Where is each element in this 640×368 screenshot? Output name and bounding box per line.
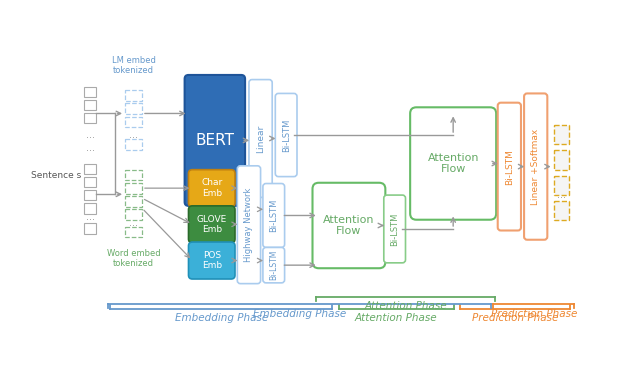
Text: Attention Phase: Attention Phase (364, 301, 447, 311)
Text: ...: ... (557, 190, 566, 200)
Text: ...: ... (86, 130, 95, 140)
Text: Attention
Flow: Attention Flow (323, 215, 374, 236)
Text: Bi-LSTM: Bi-LSTM (282, 118, 291, 152)
Bar (125, 183, 142, 194)
FancyBboxPatch shape (275, 93, 297, 177)
Text: Bi-LSTM: Bi-LSTM (390, 212, 399, 246)
Text: BERT: BERT (195, 133, 234, 148)
FancyBboxPatch shape (189, 242, 235, 279)
Bar (125, 91, 142, 101)
FancyBboxPatch shape (263, 184, 285, 247)
FancyBboxPatch shape (384, 195, 406, 263)
Bar (554, 125, 569, 144)
Text: Embedding Phase: Embedding Phase (175, 312, 268, 323)
Bar (84, 190, 96, 201)
Text: Word embed
tokenized: Word embed tokenized (107, 248, 160, 268)
FancyBboxPatch shape (189, 170, 235, 206)
Text: Bi-LSTM: Bi-LSTM (269, 250, 278, 280)
Bar (84, 113, 96, 124)
Text: Attention Phase: Attention Phase (355, 312, 438, 323)
Text: ...: ... (129, 218, 138, 228)
Text: Prediction Phase: Prediction Phase (472, 312, 559, 323)
Text: Linear: Linear (256, 124, 265, 153)
FancyBboxPatch shape (184, 75, 245, 206)
Bar (84, 203, 96, 213)
Bar (84, 100, 96, 110)
Text: Highway Network: Highway Network (244, 188, 253, 262)
Text: Prediction Phase: Prediction Phase (491, 309, 577, 319)
Bar (125, 196, 142, 206)
Bar (554, 201, 569, 220)
Bar (84, 86, 96, 97)
Text: Char
Emb: Char Emb (201, 178, 222, 198)
Text: ...: ... (86, 212, 95, 222)
Bar (125, 209, 142, 220)
FancyBboxPatch shape (498, 103, 521, 230)
Text: Bi-LSTM: Bi-LSTM (505, 149, 514, 184)
Text: Linear +Softmax: Linear +Softmax (531, 128, 540, 205)
Bar (554, 176, 569, 195)
FancyBboxPatch shape (237, 166, 260, 284)
Bar (125, 117, 142, 127)
Text: Attention
Flow: Attention Flow (428, 153, 479, 174)
Text: Bi-LSTM: Bi-LSTM (269, 199, 278, 232)
Bar (125, 227, 142, 237)
FancyBboxPatch shape (312, 183, 385, 268)
Text: GLOVE
Emb: GLOVE Emb (196, 215, 227, 234)
Bar (84, 163, 96, 174)
Bar (125, 170, 142, 180)
FancyBboxPatch shape (524, 93, 547, 240)
Bar (554, 151, 569, 170)
Text: ...: ... (86, 143, 95, 153)
Text: LM embed
tokenized: LM embed tokenized (111, 56, 156, 75)
FancyBboxPatch shape (410, 107, 496, 220)
FancyBboxPatch shape (263, 247, 285, 283)
Text: POS
Emb: POS Emb (202, 251, 222, 270)
Text: Embedding Phase: Embedding Phase (253, 309, 346, 319)
Text: ...: ... (129, 130, 138, 140)
Bar (84, 177, 96, 187)
FancyBboxPatch shape (249, 79, 272, 197)
Bar (125, 139, 142, 150)
FancyBboxPatch shape (189, 206, 235, 243)
Bar (125, 103, 142, 114)
Text: Sentence s: Sentence s (31, 170, 81, 180)
Bar (84, 223, 96, 234)
